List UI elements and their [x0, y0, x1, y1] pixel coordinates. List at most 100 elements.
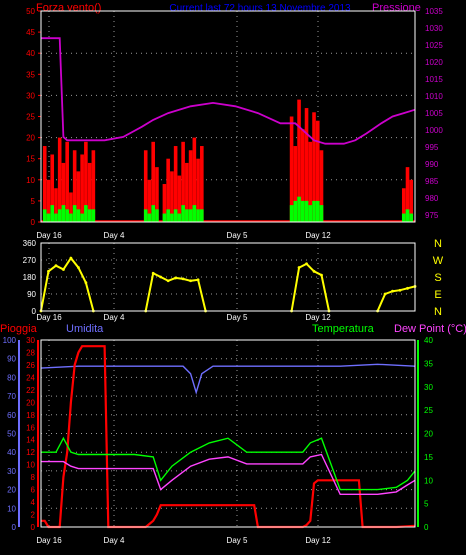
wind-speed-bar — [308, 141, 313, 222]
wind-speed-bar — [304, 108, 309, 222]
wind-gust-bar — [80, 213, 84, 222]
x-axis-day-label: Day 16 — [36, 536, 62, 545]
wind-speed-bar — [405, 167, 410, 222]
wind-speed-bar — [289, 116, 294, 222]
x-axis-day-label: Day 5 — [227, 536, 248, 545]
wind-speed-bar — [84, 141, 88, 222]
wind-speed-bars — [41, 99, 415, 222]
chart-title: Current last 72 hours 13 Novembre 2013 — [169, 3, 351, 14]
humidity-tick-label: 0 — [12, 523, 17, 532]
wind-speed-bar — [54, 188, 58, 222]
direction-trace — [376, 285, 416, 312]
wind-speed-bar — [69, 192, 73, 222]
wind-speed-bar — [65, 141, 69, 222]
temperature-tick-label: 0 — [424, 523, 429, 532]
wind-gust-bar — [72, 205, 77, 222]
pressure-tick-label: 975 — [425, 211, 439, 220]
pressure-line — [41, 37, 416, 145]
direction-trace — [40, 256, 95, 312]
wind-gust-bar — [289, 205, 294, 222]
wind-speed-bar — [143, 150, 148, 222]
rain-tick-label: 12 — [26, 448, 35, 457]
wind-speed-bar — [57, 137, 62, 222]
direction-tick-label: 360 — [23, 239, 37, 248]
pressure-axis-title: Pressione — [372, 2, 421, 14]
wind-speed-bar — [42, 146, 47, 222]
wind-gust-bar — [312, 200, 316, 222]
humidity-tick-label: 20 — [7, 486, 16, 495]
rain-tick-label: 4 — [31, 498, 36, 507]
rain-tick-label: 26 — [26, 361, 35, 370]
rain-tick-label: 22 — [26, 386, 35, 395]
wind-tick-label: 25 — [26, 113, 35, 122]
rain-tick-label: 2 — [31, 511, 36, 520]
rain-tick-label: 28 — [26, 348, 35, 357]
wind-tick-label: 10 — [26, 176, 35, 185]
wind-speed-bar — [46, 179, 51, 222]
rain-tick-label: 20 — [26, 398, 35, 407]
wind-gust-bar — [76, 209, 81, 222]
pressure-line-group — [41, 37, 416, 145]
pressure-tick-label: 990 — [425, 160, 439, 169]
wind-gust-bar — [69, 213, 73, 222]
wind-speed-bar — [312, 112, 316, 222]
pressure-tick-label: 980 — [425, 194, 439, 203]
wind-tick-label: 45 — [26, 28, 35, 37]
wind-gust-bar — [61, 205, 66, 222]
wind-gust-bar — [173, 209, 178, 222]
temperature-tick-label: 30 — [424, 383, 433, 392]
wind-gust-bar — [293, 200, 298, 222]
pressure-tick-label: 1010 — [425, 92, 443, 101]
wind-gust-bar — [192, 205, 197, 222]
pressure-tick-label: 1030 — [425, 24, 443, 33]
direction-trace — [144, 271, 207, 312]
wind-gust-bar — [54, 213, 58, 222]
direction-x-axis-labels: Day 16 Day 4 Day 5 Day 12 — [36, 313, 331, 322]
wind-pressure-panel: Forza vento() Current last 72 hours 13 N… — [26, 2, 443, 240]
wind-speed-bar — [166, 158, 170, 222]
rain-tick-label: 24 — [26, 373, 35, 382]
dewpoint-line — [41, 453, 416, 495]
direction-tick-label: 270 — [23, 256, 37, 265]
wind-gust-bar — [50, 205, 55, 222]
temperature-tick-label: 10 — [424, 476, 433, 485]
pressure-tick-label: 1020 — [425, 58, 443, 67]
wind-speed-bar — [196, 158, 200, 222]
wind-gust-bar — [42, 209, 47, 222]
wind-speed-bar — [409, 179, 414, 222]
rain-humidity-frame — [40, 339, 416, 528]
rain-x-axis-labels: Day 16 Day 4 Day 5 Day 12 — [36, 536, 331, 545]
wind-speed-bar — [151, 141, 155, 222]
humidity-tick-label: 60 — [7, 411, 16, 420]
x-axis-day-label: Day 4 — [104, 231, 125, 240]
wind-speed-bar — [80, 154, 84, 222]
wind-x-axis-labels: Day 16 Day 4 Day 5 Day 12 — [36, 231, 331, 240]
temperature-tick-label: 5 — [424, 500, 429, 509]
wind-tick-label: 15 — [26, 155, 35, 164]
direction-y-axis-ticks: 0 90 180 270 360 — [23, 239, 37, 316]
wind-gust-bar — [181, 205, 185, 222]
wind-gust-bar — [196, 209, 200, 222]
x-axis-day-label: Day 4 — [104, 536, 125, 545]
rain-humidity-temp-lines — [40, 345, 416, 529]
humidity-tick-label: 90 — [7, 355, 16, 364]
wind-speed-bar — [61, 162, 66, 222]
wind-speed-bar — [155, 167, 159, 222]
rain-line — [41, 345, 416, 529]
wind-speed-bar — [173, 146, 178, 222]
wind-gust-bar — [177, 213, 182, 222]
rain-tick-label: 10 — [26, 461, 35, 470]
wind-speed-bar — [162, 184, 167, 222]
wind-gust-bar — [46, 213, 51, 222]
wind-gust-bar — [401, 213, 406, 222]
rain-tick-label: 18 — [26, 411, 35, 420]
wind-speed-bar — [301, 129, 305, 222]
wind-speed-bar — [185, 162, 189, 222]
wind-speed-bar — [170, 171, 174, 222]
humidity-y-axis-ticks: 0 10 20 30 40 50 60 70 80 90 100 — [3, 336, 17, 532]
direction-points — [39, 256, 417, 313]
wind-speed-bar — [72, 150, 77, 222]
temperature-tick-label: 25 — [424, 406, 433, 415]
wind-tick-label: 0 — [31, 218, 36, 227]
